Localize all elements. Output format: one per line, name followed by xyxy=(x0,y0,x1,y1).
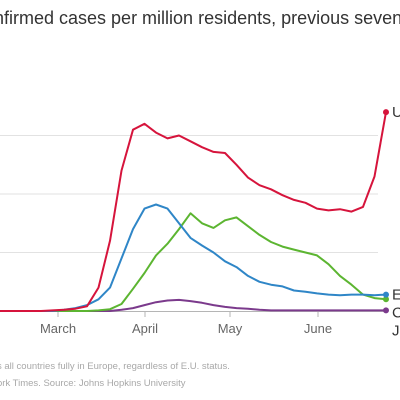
chart-note: s all countries fully in Europe, regardl… xyxy=(0,361,230,372)
series-end-dot-e xyxy=(383,291,389,298)
series-label-e: E xyxy=(392,287,400,304)
x-tick-label: June xyxy=(304,321,332,336)
series-label-j: J xyxy=(392,323,400,340)
series-line-e xyxy=(0,203,387,312)
x-tick-label: May xyxy=(218,321,243,336)
gridlines xyxy=(0,135,378,253)
chart-title: nfirmed cases per million residents, pre… xyxy=(0,8,400,28)
series-label-c: C xyxy=(392,305,400,322)
chart-source: ork Times. Source: Johns Hopkins Univers… xyxy=(0,378,186,389)
x-tick-label: April xyxy=(132,321,158,336)
series-end-dot-j xyxy=(383,307,389,314)
series-end-markers: U ECJ xyxy=(383,104,400,340)
series-line-c xyxy=(0,212,387,312)
series-end-dot-u xyxy=(383,109,389,116)
series-line-u xyxy=(0,111,387,312)
x-tick-labels: March April May June xyxy=(40,312,332,336)
series-label-u: U xyxy=(392,104,400,121)
x-tick-label: March xyxy=(40,321,76,336)
series-end-dot-c xyxy=(383,296,389,303)
series-lines xyxy=(0,111,387,312)
